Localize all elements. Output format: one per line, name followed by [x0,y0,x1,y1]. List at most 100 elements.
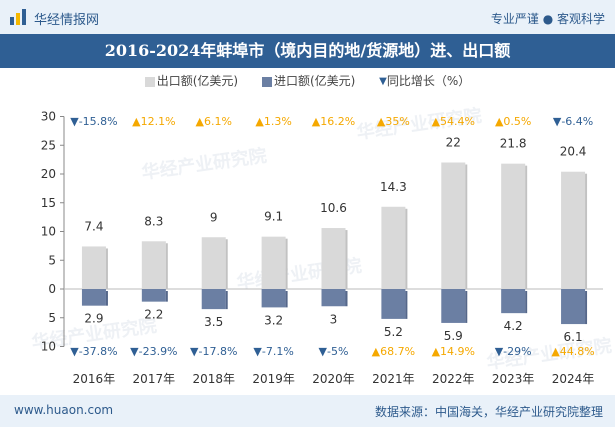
import-growth-label: ▼-17.8% [190,345,237,358]
y-tick-label: 20 [41,167,56,181]
y-tick-label: 30 [41,110,56,124]
y-tick-label: 5 [48,311,56,325]
export-bar [381,206,406,289]
export-bar [201,237,226,289]
import-bar [81,289,106,306]
export-growth-label: ▲54.4% [432,115,475,128]
legend-growth-label: 同比增长（%） [386,74,471,88]
y-tick-label: 25 [41,138,56,152]
export-growth-label: ▲0.5% [495,115,531,128]
x-tick-label: 2017年 [133,372,176,386]
import-growth-label: ▼-23.9% [130,345,177,358]
import-bar-shadow [225,291,228,310]
export-bar-shadow [105,248,108,289]
export-growth-label: ▲16.2% [312,115,355,128]
export-value-label: 9 [210,210,218,224]
export-value-label: 7.4 [84,219,103,233]
export-bar [501,163,526,289]
legend-import: 进口额(亿美元) [261,72,356,89]
logo-icon [10,9,26,25]
legend-growth: ▼同比增长（%） [379,72,470,89]
x-tick-label: 2024年 [552,372,595,386]
export-bar [261,236,286,289]
import-bar [441,289,466,323]
logo-text: 华经情报网 [34,13,100,28]
import-bar-shadow [465,291,468,323]
x-tick-label: 2023年 [492,372,535,386]
export-bar-shadow [165,243,168,289]
import-value-label: 6.1 [564,330,583,344]
import-growth-label: ▼-29% [495,345,532,358]
import-bar-shadow [585,291,588,325]
legend-export-label: 出口额(亿美元) [156,74,239,88]
import-growth-label: ▲44.8% [551,345,594,358]
export-value-label: 8.3 [144,214,163,228]
watermark: 华经产业研究院 [140,144,268,183]
import-value-label: 2.2 [144,308,163,322]
legend: 出口额(亿美元) 进口额(亿美元) ▼同比增长（%） [0,72,615,96]
export-growth-label: ▲6.1% [196,115,232,128]
y-tick-label: 5 [48,253,56,267]
import-growth-label: ▼-7.1% [253,345,293,358]
import-swatch [261,76,272,87]
legend-import-label: 进口额(亿美元) [273,74,356,88]
chart-area: 华经产业研究院华经产业研究院华经产业研究院华经产业研究院华经产业研究院30252… [30,104,613,386]
x-tick-label: 2016年 [73,372,116,386]
source-note: 数据来源：中国海关，华经产业研究院整理 [374,405,603,419]
x-tick-label: 2021年 [372,372,415,386]
import-bar-shadow [105,291,108,306]
import-growth-label: ▼-5% [319,345,349,358]
y-tick-label: 15 [41,196,56,210]
export-swatch [144,76,155,87]
export-bar-shadow [465,164,468,289]
export-value-label: 9.1 [264,210,283,224]
import-bar-shadow [345,291,348,307]
footer: www.huaon.com 数据来源：中国海关，华经产业研究院整理 [0,395,615,427]
import-bar [561,289,586,325]
import-growth-label: ▲14.9% [432,345,475,358]
export-growth-label: ▲1.3% [255,115,291,128]
import-value-label: 2.9 [84,312,103,326]
export-growth-label: ▼-6.4% [553,115,593,128]
export-bar [561,171,586,289]
website-link[interactable]: www.huaon.com [14,403,114,417]
import-bar [501,289,526,314]
slogan: 专业严谨 ● 客观科学 [490,12,605,26]
import-bar [261,289,286,308]
import-value-label: 3.2 [264,313,283,327]
export-bar-shadow [405,208,408,289]
export-value-label: 22 [446,136,461,150]
export-value-label: 20.4 [560,145,587,159]
export-bar [441,162,466,289]
export-bar-shadow [525,165,528,289]
legend-export: 出口额(亿美元) [144,72,239,89]
export-bar-shadow [345,230,348,289]
x-tick-label: 2019年 [252,372,295,386]
import-bar-shadow [525,291,528,314]
import-growth-label: ▲68.7% [372,345,415,358]
export-bar-shadow [585,173,588,289]
import-bar [201,289,226,310]
x-tick-label: 2020年 [312,372,355,386]
y-tick-label: 0 [48,282,56,296]
import-value-label: 4.2 [504,319,523,333]
import-bar-shadow [165,291,168,302]
import-bar [141,289,166,302]
export-bar [141,241,166,289]
triangle-down-icon: ▼ [379,76,387,87]
import-value-label: 5.2 [384,325,403,339]
export-value-label: 10.6 [320,201,347,215]
export-bar [81,246,106,289]
top-banner: 华经情报网 专业严谨 ● 客观科学 [0,0,615,34]
y-tick-label: 10 [41,340,56,354]
export-bar [321,228,346,289]
export-growth-label: ▲35% [377,115,410,128]
y-tick-label: 10 [41,225,56,239]
import-bar [381,289,406,319]
export-growth-label: ▲12.1% [132,115,175,128]
import-value-label: 3.5 [204,315,223,329]
import-value-label: 5.9 [444,329,463,343]
import-bar [321,289,346,307]
export-value-label: 14.3 [380,180,407,194]
export-growth-label: ▼-15.8% [70,115,117,128]
